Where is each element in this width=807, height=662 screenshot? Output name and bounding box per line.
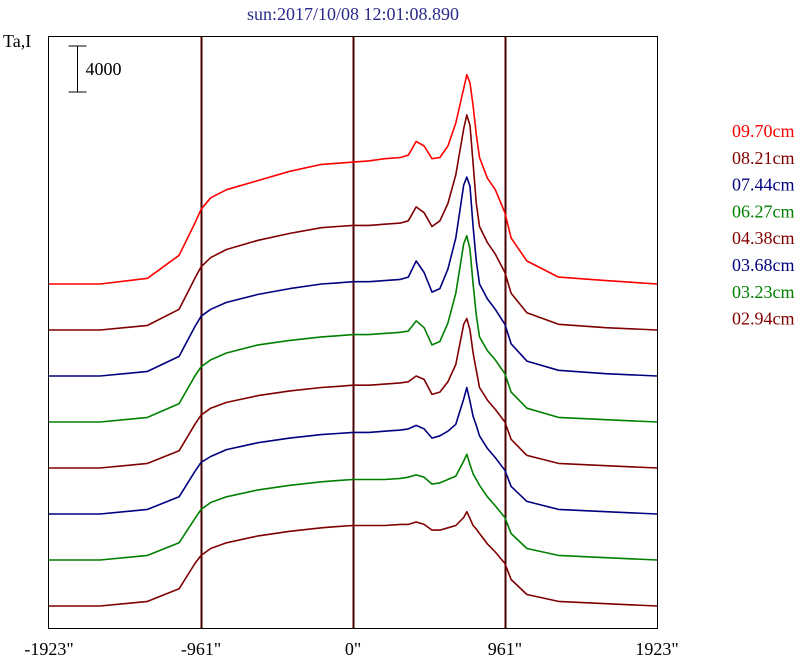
vertical-reference-lines bbox=[200, 37, 507, 628]
x-tick-label: 961" bbox=[488, 639, 522, 659]
legend-entry: 02.94cm bbox=[732, 309, 795, 329]
x-tick-label: 1923" bbox=[635, 639, 678, 659]
intensity-scale-bar: 4000 bbox=[68, 45, 122, 93]
legend-entry: 06.27cm bbox=[732, 201, 795, 221]
chart-title: sun:2017/10/08 12:01:08.890 bbox=[247, 4, 459, 24]
x-tick-labels: -1923" -961" 0" 961" 1923" bbox=[24, 639, 678, 659]
scale-bar-label: 4000 bbox=[86, 59, 122, 79]
series-line-02.94cm bbox=[49, 510, 658, 607]
x-tick-label: -961" bbox=[181, 639, 221, 659]
series-line-09.70cm bbox=[49, 73, 658, 285]
series-line-08.21cm bbox=[49, 114, 658, 331]
series-group bbox=[49, 73, 658, 607]
series-line-03.23cm bbox=[49, 453, 658, 561]
y-axis-label: Ta,I bbox=[3, 31, 31, 51]
series-line-03.68cm bbox=[49, 386, 658, 515]
legend: 09.70cm 08.21cm 07.44cm 06.27cm 04.38cm 03.68… bbox=[732, 121, 795, 329]
series-line-06.27cm bbox=[49, 234, 658, 423]
x-tick-label: -1923" bbox=[24, 639, 73, 659]
legend-entry: 07.44cm bbox=[732, 175, 795, 195]
legend-entry: 04.38cm bbox=[732, 228, 795, 248]
x-tick-label: 0" bbox=[345, 639, 361, 659]
legend-entry: 03.68cm bbox=[732, 255, 795, 275]
legend-entry: 03.23cm bbox=[732, 282, 795, 302]
plot-frame bbox=[48, 36, 658, 629]
series-line-07.44cm bbox=[49, 176, 658, 377]
series-line-04.38cm bbox=[49, 317, 658, 469]
legend-entry: 08.21cm bbox=[732, 148, 795, 168]
legend-entry: 09.70cm bbox=[732, 121, 795, 141]
